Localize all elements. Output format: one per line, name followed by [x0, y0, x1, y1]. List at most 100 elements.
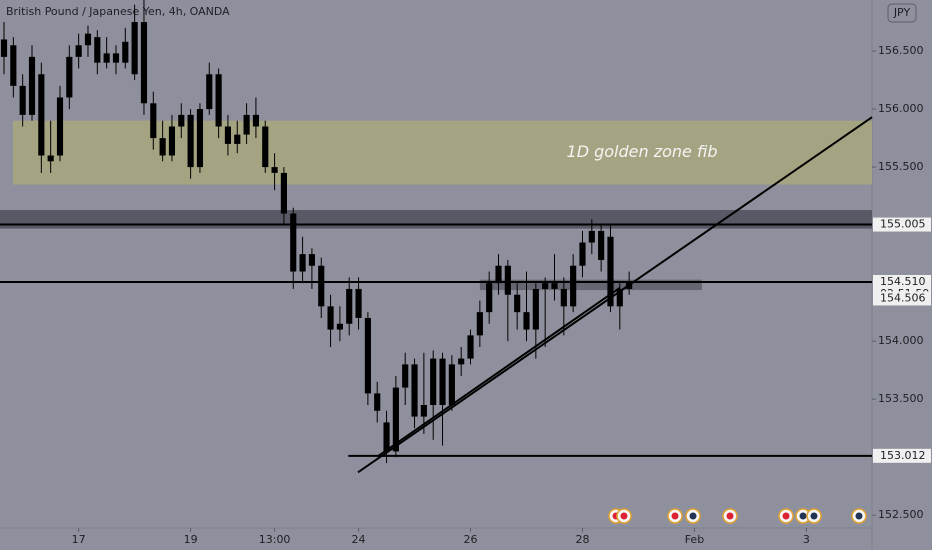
currency-button[interactable]: [887, 3, 917, 23]
candle-body: [159, 138, 166, 156]
candle-body: [215, 74, 222, 127]
level-label: 154.510: [880, 275, 926, 288]
zone-label: 1D golden zone fib: [567, 142, 718, 161]
candle-body: [84, 33, 92, 46]
candle-body: [224, 126, 232, 144]
bid-tag: [873, 291, 931, 306]
y-tick-label: 153.500: [878, 392, 924, 405]
candle-body: [56, 97, 64, 156]
event-flag: [782, 512, 790, 520]
candle-body: [458, 358, 465, 365]
x-tick-label: 13:00: [259, 533, 291, 546]
candle-body: [486, 283, 493, 313]
candle-body: [570, 265, 577, 307]
candle-body: [495, 265, 502, 284]
candle-body: [411, 364, 418, 417]
candle-body: [290, 213, 297, 272]
trendline: [377, 286, 621, 457]
candle-body: [196, 109, 204, 168]
candle-body: [252, 114, 260, 127]
candle-body: [19, 85, 26, 115]
candle-body: [206, 74, 213, 110]
candle-body: [66, 56, 73, 98]
candle-body: [178, 114, 185, 127]
candle-body: [439, 358, 446, 405]
candle-body: [355, 288, 362, 318]
candle-body: [616, 288, 623, 307]
x-tick-label: 24: [352, 533, 366, 546]
level-tag: [873, 217, 931, 232]
candle-body: [383, 422, 390, 452]
candle-body: [140, 22, 148, 104]
candle-body: [28, 56, 36, 115]
y-tick-label: 156.000: [878, 102, 924, 115]
candle-body: [420, 404, 427, 417]
candle-body: [131, 22, 138, 75]
bid-label: 154.506: [880, 291, 926, 304]
candle-body: [38, 74, 45, 156]
candle-body: [262, 126, 269, 168]
event-flag: [799, 512, 807, 520]
candle-body: [430, 358, 437, 405]
event-flag: [671, 512, 679, 520]
candle-body: [523, 312, 530, 330]
candle-body: [168, 126, 176, 156]
candle-body: [542, 283, 549, 289]
candle-body: [392, 387, 399, 452]
resistance-band: [0, 210, 872, 229]
candle-body: [10, 45, 17, 86]
currency-label: JPY: [893, 6, 911, 19]
level-label: 155.005: [880, 218, 926, 231]
x-tick-label: 26: [464, 533, 478, 546]
candle-body: [402, 364, 409, 388]
event-flag: [810, 512, 818, 520]
x-tick-label: 28: [575, 533, 589, 546]
event-flag: [689, 512, 697, 520]
candle-body: [327, 306, 334, 330]
y-tick-label: 154.000: [878, 334, 924, 347]
candle-body: [243, 114, 250, 135]
y-tick-label: 155.500: [878, 160, 924, 173]
candle-body: [75, 45, 82, 57]
candle-body: [187, 114, 194, 168]
candle-body: [150, 103, 157, 139]
candle-body: [504, 265, 511, 295]
golden-zone: [12, 120, 872, 185]
candle-body: [122, 41, 129, 63]
candle-body: [476, 312, 483, 336]
candle-body: [346, 288, 353, 324]
candle-body: [299, 254, 306, 272]
candle-body: [0, 39, 8, 57]
candle-body: [318, 265, 325, 307]
candle-body: [47, 155, 54, 162]
candle-body: [598, 230, 605, 260]
candle-body: [112, 53, 120, 63]
candle-body: [448, 364, 455, 405]
candle-body: [308, 254, 315, 266]
candle-body: [588, 230, 595, 243]
event-flag: [855, 512, 863, 520]
x-tick-label: 19: [184, 533, 198, 546]
candle-body: [560, 288, 567, 307]
candle-body: [551, 283, 558, 289]
event-flag: [620, 512, 628, 520]
level-tag: [873, 448, 931, 463]
y-tick-label: 152.500: [878, 508, 924, 521]
x-tick-label: 17: [72, 533, 86, 546]
y-tick-label: 156.500: [878, 44, 924, 57]
chart-title: British Pound / Japanese Yen, 4h, OANDA: [6, 5, 230, 18]
candle-body: [364, 317, 371, 394]
event-flag: [726, 512, 734, 520]
x-tick-label: Feb: [685, 533, 704, 546]
candle-body: [514, 294, 521, 313]
candle-body: [336, 323, 343, 330]
candle-body: [532, 288, 539, 330]
candle-body: [234, 134, 241, 144]
candle-body: [94, 37, 101, 63]
candle-body: [579, 242, 586, 266]
candle-body: [280, 172, 287, 214]
x-tick-label: 3: [803, 533, 810, 546]
